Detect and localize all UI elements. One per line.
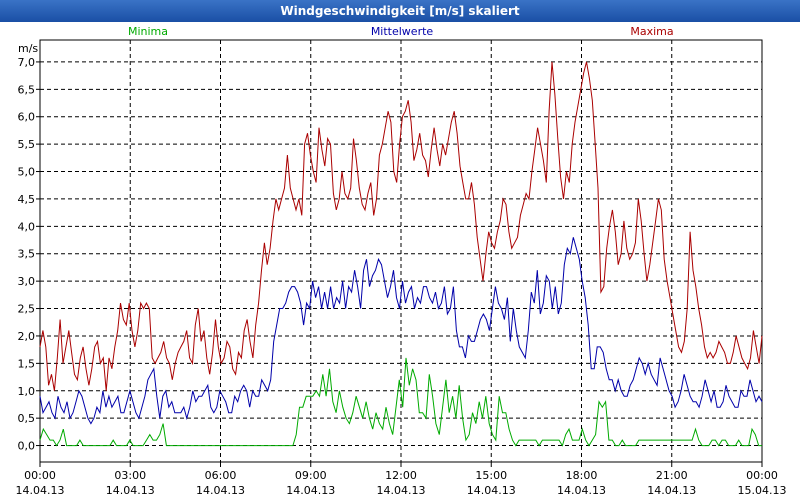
y-tick-label: 3,0 [18, 275, 36, 288]
x-tick-label-time: 06:00 [205, 469, 237, 482]
x-tick-label-time: 00:00 [746, 469, 778, 482]
legend-minima: Minima [128, 25, 168, 38]
x-tick-label-time: 15:00 [475, 469, 507, 482]
chart-panel: 0,0 0,5 1,0 1,5 2,0 2,5 3,0 3,5 4,0 4,5 5,0 5,5 6,0 6… [0, 22, 800, 500]
y-tick-label: 1,5 [18, 357, 36, 370]
y-tick-label: 3,5 [18, 248, 36, 261]
y-axis-label: m/s [18, 42, 38, 55]
y-tick-label: 7,0 [18, 56, 36, 69]
x-tick-label-date: 14.04.13 [286, 484, 335, 497]
x-tick-label-time: 09:00 [295, 469, 327, 482]
y-tick-label: 4,5 [18, 193, 36, 206]
grid [40, 40, 762, 462]
axes [36, 39, 763, 467]
chart-title: Windgeschwindigkeit [m/s] skaliert [0, 0, 800, 22]
legend-maxima: Maxima [630, 25, 673, 38]
y-tick-label: 5,0 [18, 166, 36, 179]
x-tick-label-time: 21:00 [656, 469, 688, 482]
x-tick-label-date: 14.04.13 [467, 484, 516, 497]
series-lines [39, 61, 763, 447]
y-tick-label: 4,0 [18, 220, 36, 233]
x-tick-label-date: 14.04.13 [377, 484, 426, 497]
x-tick-label-time: 03:00 [114, 469, 146, 482]
y-tick-label: 6,0 [18, 111, 36, 124]
tick-labels: 0,0 0,5 1,0 1,5 2,0 2,5 3,0 3,5 4,0 4,5 5,0 5,5 6,0 6… [16, 42, 787, 497]
y-tick-label: 2,5 [18, 303, 36, 316]
y-tick-label: 2,0 [18, 330, 36, 343]
y-tick-label: 6,5 [18, 83, 36, 96]
legend-mittelwerte: Mittelwerte [371, 25, 434, 38]
y-tick-label: 1,0 [18, 385, 36, 398]
y-tick-label: 0,5 [18, 412, 36, 425]
x-tick-label-date: 14.04.13 [16, 484, 65, 497]
chart-svg: 0,0 0,5 1,0 1,5 2,0 2,5 3,0 3,5 4,0 4,5 5,0 5,5 6,0 6… [16, 25, 787, 497]
series-minima [39, 357, 762, 447]
y-tick-label: 0,0 [18, 440, 36, 453]
x-tick-label-time: 18:00 [566, 469, 598, 482]
x-tick-label-time: 00:00 [24, 469, 56, 482]
x-tick-label-date: 15.04.13 [738, 484, 787, 497]
y-tick-label: 5,5 [18, 138, 36, 151]
x-tick-label-date: 14.04.13 [557, 484, 606, 497]
series-mittelwerte [39, 237, 763, 425]
x-tick-label-time: 12:00 [385, 469, 417, 482]
legend: Minima Mittelwerte Maxima [128, 25, 674, 38]
x-tick-label-date: 14.04.13 [647, 484, 696, 497]
series-maxima [39, 61, 763, 391]
x-tick-label-date: 14.04.13 [196, 484, 245, 497]
x-tick-label-date: 14.04.13 [106, 484, 155, 497]
